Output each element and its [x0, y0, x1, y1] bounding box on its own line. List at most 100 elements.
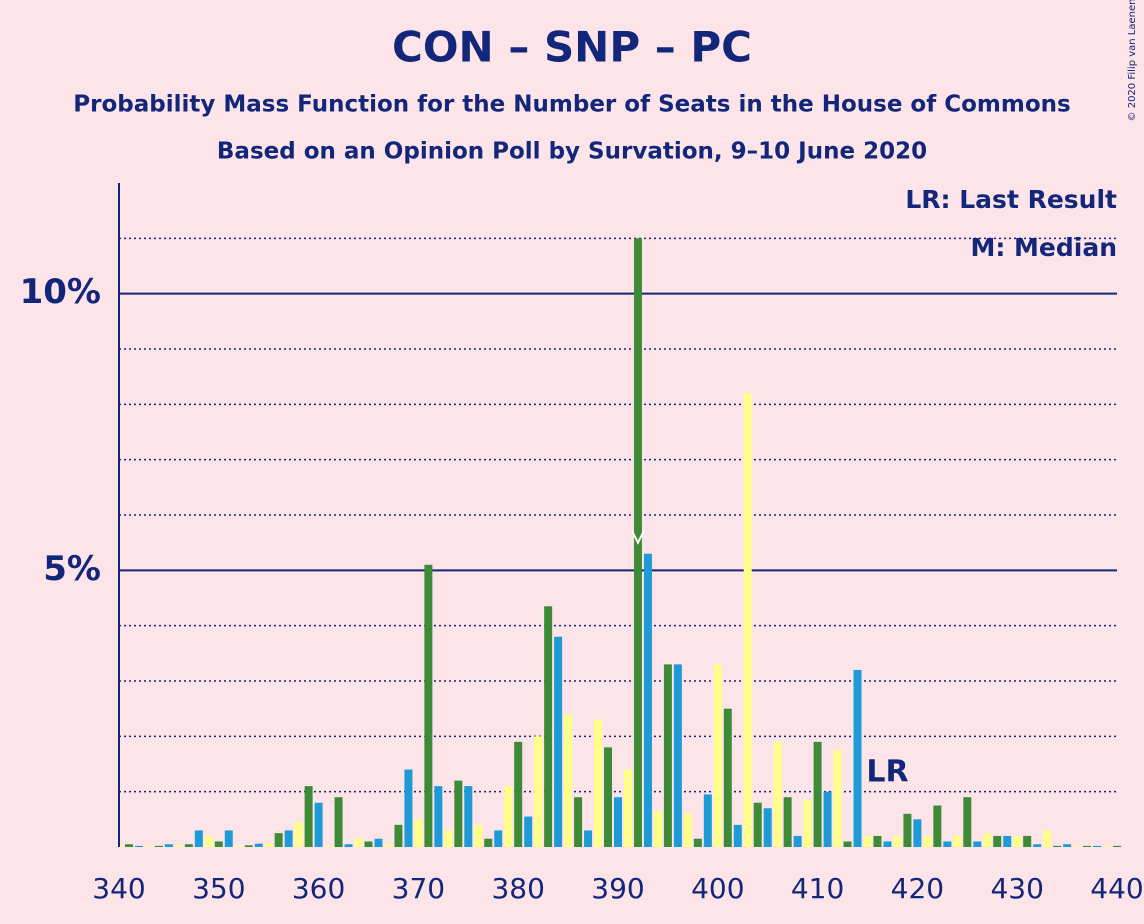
bar: [234, 845, 243, 847]
bar: [614, 797, 622, 847]
bar: [693, 838, 702, 847]
bar: [1113, 845, 1121, 847]
bar: [414, 819, 423, 847]
bar: [244, 845, 253, 847]
bar: [1013, 835, 1022, 847]
bar: [733, 824, 742, 847]
bar: [394, 824, 403, 847]
bar: [1033, 844, 1042, 847]
x-tick-label: 420: [891, 872, 944, 905]
bar: [584, 830, 593, 847]
bar: [753, 802, 762, 847]
bar: [843, 841, 852, 847]
bar: [743, 393, 752, 847]
bar: [943, 841, 952, 847]
x-tick-label: 390: [591, 872, 644, 905]
bar: [334, 797, 343, 847]
bar: [544, 606, 553, 847]
bar: [434, 786, 443, 847]
bar: [404, 769, 413, 847]
bar: [673, 664, 682, 847]
bar: [623, 769, 632, 847]
bar: [294, 822, 303, 847]
bar: [174, 845, 183, 847]
bar: [723, 708, 732, 847]
bar: [923, 835, 932, 847]
x-tick-label: 400: [691, 872, 744, 905]
bar: [344, 844, 353, 847]
legend-lr: LR: Last Result: [905, 185, 1117, 214]
bar: [983, 833, 992, 847]
bar: [524, 816, 533, 847]
bar: [264, 843, 273, 847]
bar: [314, 802, 323, 847]
bar: [773, 741, 782, 847]
bar: [514, 741, 523, 847]
last-result-label: LR: [866, 755, 908, 790]
bar: [494, 830, 503, 847]
copyright: © 2020 Filip van Laenen: [1127, 0, 1138, 121]
bar: [374, 838, 383, 847]
bar: [783, 797, 792, 847]
bar: [653, 811, 662, 847]
bar: [204, 835, 213, 847]
chart-subtitle: Probability Mass Function for the Number…: [73, 92, 1070, 118]
bar: [564, 714, 573, 847]
bar: [484, 838, 493, 847]
bar: [1003, 835, 1012, 847]
bar: [713, 664, 722, 847]
bar: [913, 819, 922, 847]
bar: [594, 719, 603, 847]
bar: [534, 736, 543, 847]
bar: [364, 841, 373, 847]
bar: [833, 750, 842, 847]
bar: [424, 564, 433, 847]
bar: [124, 844, 133, 847]
bar: [444, 830, 453, 847]
bar: [1023, 835, 1032, 847]
bar: [963, 797, 972, 847]
bar: [793, 835, 802, 847]
bar: [304, 786, 313, 847]
bar: [554, 636, 563, 847]
bar: [274, 833, 283, 847]
bar: [384, 844, 393, 847]
bar: [134, 845, 143, 847]
bar: [154, 845, 163, 847]
bar: [324, 845, 333, 847]
bar: [933, 805, 942, 847]
bar: [1073, 845, 1082, 847]
chart-subtitle: Based on an Opinion Poll by Survation, 9…: [217, 139, 927, 165]
x-tick-label: 350: [192, 872, 245, 905]
bar: [873, 835, 882, 847]
chart-title: CON – SNP – PC: [392, 23, 752, 72]
x-tick-label: 430: [990, 872, 1043, 905]
bar: [284, 830, 293, 847]
bar: [574, 797, 583, 847]
bar: [454, 780, 463, 847]
bar: [893, 835, 902, 847]
bar: [993, 835, 1002, 847]
bar: [254, 843, 263, 847]
bar: [504, 786, 513, 847]
bar: [1043, 830, 1052, 847]
bar: [863, 835, 872, 847]
bar: [903, 813, 912, 847]
y-tick-label: 10%: [20, 272, 101, 312]
bar: [823, 791, 832, 847]
bar: [464, 786, 473, 847]
x-tick-label: 360: [292, 872, 345, 905]
bar: [1053, 845, 1062, 847]
bar: [214, 841, 223, 847]
bar: [663, 664, 672, 847]
x-tick-label: 440: [1090, 872, 1143, 905]
x-tick-label: 380: [491, 872, 544, 905]
bar: [953, 835, 962, 847]
x-tick-label: 410: [791, 872, 844, 905]
bar: [763, 808, 772, 847]
bar: [1093, 845, 1102, 847]
bar: [354, 838, 363, 847]
bar: [853, 669, 862, 847]
